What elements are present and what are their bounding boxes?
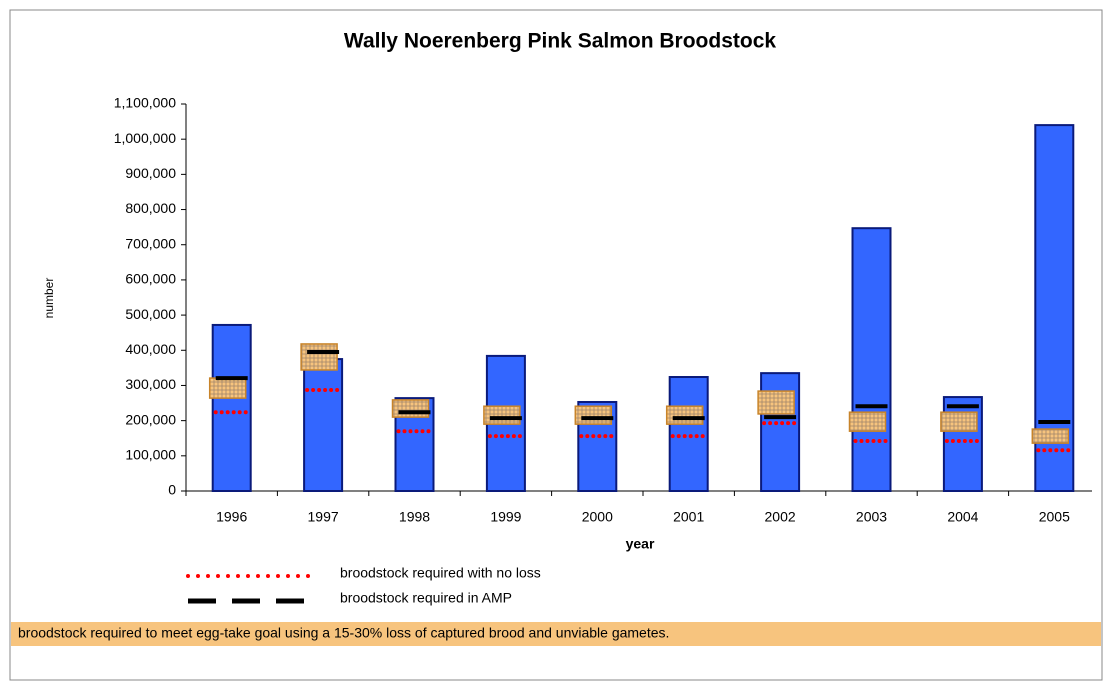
y-tick-label: 200,000 [125,411,176,427]
loss-range [848,411,887,432]
x-axis-label: year [626,536,655,552]
y-tick-label: 300,000 [125,376,176,392]
frame [9,9,1103,681]
chart-title: Wally Noerenberg Pink Salmon Broodstock [344,30,776,53]
bar [303,358,344,492]
bar [851,227,892,493]
y-tick-label: 0 [168,482,176,498]
bar [668,376,709,492]
legend-band [11,622,1101,646]
x-tick-label: 1999 [490,509,521,525]
y-tick-label: 100,000 [125,447,176,463]
loss-range [757,390,795,415]
y-tick-label: 1,000,000 [114,130,176,146]
loss-range [574,405,613,425]
loss-range [300,343,338,371]
y-tick-label: 1,100,000 [114,95,176,111]
y-tick-label: 900,000 [125,165,176,181]
loss-range [940,411,978,432]
x-tick-label: 1997 [308,509,339,525]
legend-band-label: broodstock required to meet egg-take goa… [18,625,669,641]
y-tick-label: 500,000 [125,306,176,322]
x-tick-label: 2001 [673,509,704,525]
y-tick-label: 600,000 [125,271,176,287]
y-tick-label: 400,000 [125,341,176,357]
x-tick-label: 2004 [947,509,978,525]
legend-label: broodstock required in AMP [340,590,512,606]
x-tick-label: 2000 [582,509,613,525]
x-tick-label: 2003 [856,509,887,525]
y-tick-label: 800,000 [125,200,176,216]
x-tick-label: 1998 [399,509,430,525]
y-tick-label: 700,000 [125,235,176,251]
loss-range [391,399,430,418]
bar [942,396,983,492]
x-tick-label: 2005 [1039,509,1070,525]
x-tick-label: 1996 [216,509,247,525]
bar [211,323,252,492]
loss-range [208,377,247,399]
loss-range [483,405,521,425]
x-tick-label: 2002 [765,509,796,525]
loss-range [1031,428,1070,444]
legend-label: broodstock required with no loss [340,565,541,581]
loss-range [665,405,704,425]
y-axis-label: number [42,278,56,319]
